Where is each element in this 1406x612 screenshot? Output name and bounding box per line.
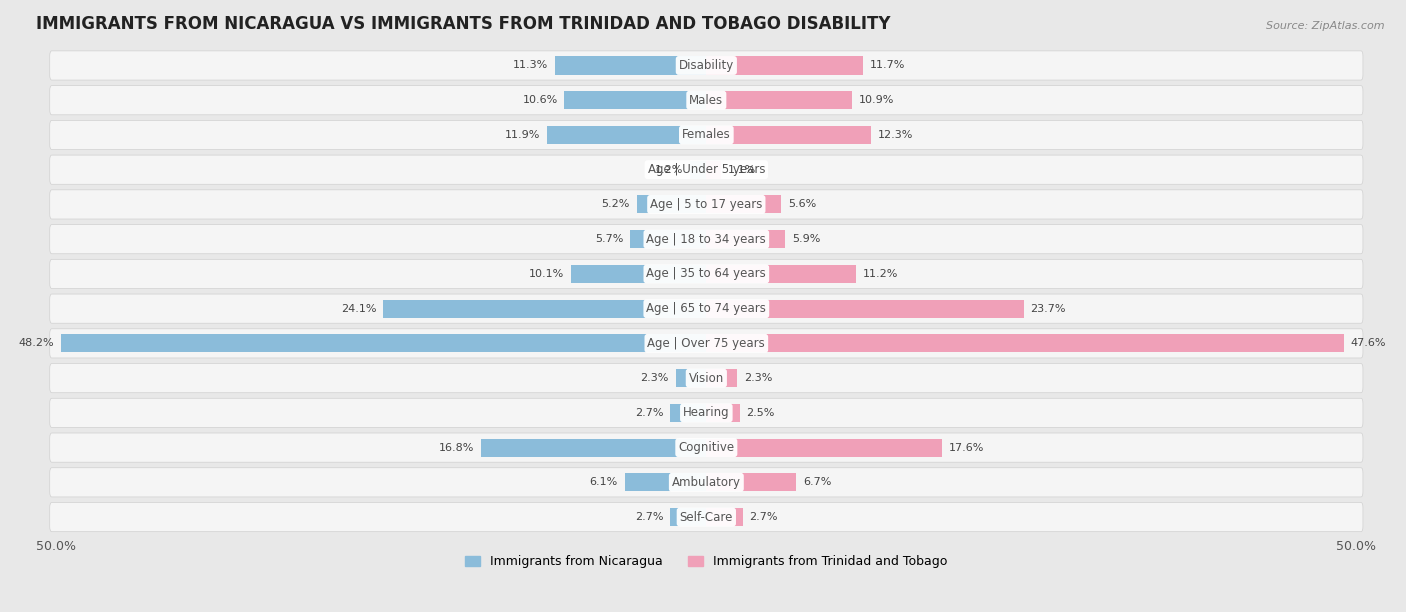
Bar: [481, 439, 706, 457]
FancyBboxPatch shape: [49, 225, 1362, 254]
Bar: [706, 473, 796, 491]
Bar: [706, 439, 942, 457]
Text: 2.3%: 2.3%: [641, 373, 669, 383]
Bar: [706, 230, 786, 248]
Bar: [671, 404, 706, 422]
Text: Age | 35 to 64 years: Age | 35 to 64 years: [647, 267, 766, 280]
FancyBboxPatch shape: [49, 468, 1362, 497]
Text: 10.1%: 10.1%: [529, 269, 564, 279]
FancyBboxPatch shape: [49, 364, 1362, 393]
FancyBboxPatch shape: [49, 329, 1362, 358]
Text: 23.7%: 23.7%: [1031, 304, 1066, 313]
FancyBboxPatch shape: [49, 398, 1362, 427]
Text: 2.7%: 2.7%: [749, 512, 778, 522]
FancyBboxPatch shape: [49, 190, 1362, 219]
Text: 48.2%: 48.2%: [18, 338, 53, 348]
Text: 16.8%: 16.8%: [439, 442, 475, 453]
Text: 50.0%: 50.0%: [1336, 540, 1376, 553]
Bar: [706, 369, 737, 387]
Bar: [630, 230, 706, 248]
Text: Age | 18 to 34 years: Age | 18 to 34 years: [647, 233, 766, 245]
FancyBboxPatch shape: [49, 433, 1362, 462]
Text: 50.0%: 50.0%: [37, 540, 76, 553]
Bar: [706, 334, 1344, 353]
Text: 5.2%: 5.2%: [602, 200, 630, 209]
Text: Disability: Disability: [679, 59, 734, 72]
Text: 2.7%: 2.7%: [636, 408, 664, 418]
Text: Vision: Vision: [689, 371, 724, 384]
Bar: [706, 300, 1024, 318]
Text: Age | Under 5 years: Age | Under 5 years: [648, 163, 765, 176]
Bar: [706, 195, 782, 214]
Bar: [706, 161, 721, 179]
Bar: [671, 508, 706, 526]
Text: 5.6%: 5.6%: [787, 200, 817, 209]
Text: Source: ZipAtlas.com: Source: ZipAtlas.com: [1267, 21, 1385, 31]
Text: Females: Females: [682, 129, 731, 141]
Text: 47.6%: 47.6%: [1351, 338, 1386, 348]
FancyBboxPatch shape: [49, 51, 1362, 80]
Bar: [706, 404, 740, 422]
Bar: [690, 161, 706, 179]
Text: Hearing: Hearing: [683, 406, 730, 419]
Text: 1.2%: 1.2%: [655, 165, 683, 174]
Legend: Immigrants from Nicaragua, Immigrants from Trinidad and Tobago: Immigrants from Nicaragua, Immigrants fr…: [465, 555, 948, 568]
Text: 2.3%: 2.3%: [744, 373, 772, 383]
Text: 5.7%: 5.7%: [595, 234, 623, 244]
Text: Self-Care: Self-Care: [679, 510, 733, 524]
Bar: [624, 473, 706, 491]
Bar: [706, 508, 742, 526]
Text: Males: Males: [689, 94, 724, 106]
Text: Cognitive: Cognitive: [678, 441, 734, 454]
Bar: [384, 300, 706, 318]
FancyBboxPatch shape: [49, 259, 1362, 288]
Bar: [706, 126, 872, 144]
Text: 11.9%: 11.9%: [505, 130, 540, 140]
Text: 10.9%: 10.9%: [859, 95, 894, 105]
Bar: [706, 91, 852, 109]
Bar: [571, 265, 706, 283]
Text: 6.7%: 6.7%: [803, 477, 831, 487]
Text: 24.1%: 24.1%: [342, 304, 377, 313]
FancyBboxPatch shape: [49, 155, 1362, 184]
Text: 11.7%: 11.7%: [870, 61, 905, 70]
Text: 2.5%: 2.5%: [747, 408, 775, 418]
Text: 11.3%: 11.3%: [513, 61, 548, 70]
Text: Age | 65 to 74 years: Age | 65 to 74 years: [647, 302, 766, 315]
Bar: [637, 195, 706, 214]
Bar: [675, 369, 706, 387]
Text: 17.6%: 17.6%: [949, 442, 984, 453]
Text: IMMIGRANTS FROM NICARAGUA VS IMMIGRANTS FROM TRINIDAD AND TOBAGO DISABILITY: IMMIGRANTS FROM NICARAGUA VS IMMIGRANTS …: [37, 15, 891, 33]
Bar: [706, 56, 863, 75]
Text: 1.1%: 1.1%: [728, 165, 756, 174]
FancyBboxPatch shape: [49, 121, 1362, 149]
Text: 10.6%: 10.6%: [523, 95, 558, 105]
Bar: [555, 56, 706, 75]
FancyBboxPatch shape: [49, 294, 1362, 323]
Text: Age | Over 75 years: Age | Over 75 years: [647, 337, 765, 350]
FancyBboxPatch shape: [49, 502, 1362, 532]
Text: 6.1%: 6.1%: [589, 477, 617, 487]
FancyBboxPatch shape: [49, 86, 1362, 115]
Text: 12.3%: 12.3%: [877, 130, 912, 140]
Text: 11.2%: 11.2%: [863, 269, 898, 279]
Bar: [564, 91, 706, 109]
Bar: [547, 126, 706, 144]
Bar: [60, 334, 706, 353]
Text: Ambulatory: Ambulatory: [672, 476, 741, 489]
Bar: [706, 265, 856, 283]
Text: 5.9%: 5.9%: [792, 234, 821, 244]
Text: Age | 5 to 17 years: Age | 5 to 17 years: [650, 198, 762, 211]
Text: 2.7%: 2.7%: [636, 512, 664, 522]
